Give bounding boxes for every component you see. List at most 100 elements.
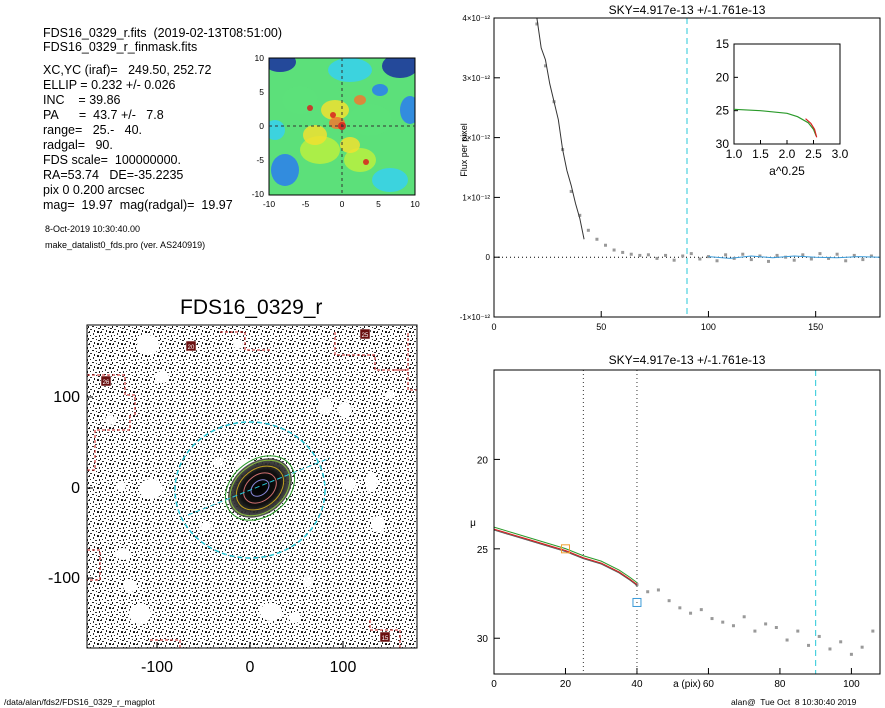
- heatmap-blob: [271, 154, 299, 186]
- thumb-xtick: 0: [340, 199, 345, 209]
- mu-xtick-label: 0: [491, 679, 497, 690]
- mu-point: [656, 588, 660, 592]
- mu-point: [731, 624, 735, 628]
- flux-point: [638, 253, 642, 257]
- mu-profile-red: [493, 528, 638, 586]
- heatmap-blob: [269, 58, 296, 72]
- flux-chart-title: SKY=4.917e-13 +/-1.761e-13: [609, 3, 766, 17]
- date-line: 8-Oct-2019 10:30:40.00: [45, 224, 141, 234]
- flux-ytick-label: 4×10⁻¹²: [462, 14, 490, 23]
- mu-point: [753, 629, 757, 633]
- flux-point: [835, 252, 839, 256]
- flux-point: [749, 258, 753, 262]
- inset-curve: [733, 108, 817, 137]
- heatmap-blob: [372, 168, 408, 192]
- mu-point: [764, 622, 768, 626]
- header-line-file: FDS16_0329_r.fits (2019-02-13T08:51:00): [43, 26, 283, 40]
- inset-xtick-label: 1.0: [726, 147, 743, 161]
- mu-point: [839, 640, 843, 644]
- mu-point: [710, 617, 714, 621]
- flux-point: [586, 228, 590, 232]
- flux-ytick-label: 0: [486, 253, 491, 262]
- header-line-mask: FDS16_0329_r_finmask.fits: [43, 40, 198, 54]
- flux-point: [646, 253, 650, 257]
- flux-point: [655, 256, 659, 260]
- inset-frame: [733, 43, 841, 145]
- info-pa: PA = 43.7 +/- 7.8: [43, 108, 164, 122]
- mu-box-marker: [632, 597, 642, 607]
- mu-point: [742, 615, 746, 619]
- flux-point: [535, 22, 539, 26]
- mu-ytick-label: 20: [477, 455, 489, 466]
- star-label: 26: [103, 380, 110, 386]
- flux-point: [595, 237, 599, 241]
- heatmap-blob: [303, 125, 327, 145]
- thumbnail-map: -10 -5 0 5 10 10 5 0 -5 -10: [252, 53, 420, 209]
- inset-xtick-label: 2.5: [805, 147, 822, 161]
- mu-point: [646, 590, 650, 594]
- mu-point: [699, 608, 703, 612]
- mask-boundaries: [87, 331, 417, 648]
- info-pix: pix 0 0.200 arcsec: [43, 183, 145, 197]
- mu-profile-chart: SKY=4.917e-13 +/-1.761e-13 μ a (pix) 0 20…: [470, 353, 881, 690]
- flux-point: [801, 253, 805, 257]
- heatmap-blob: [382, 58, 415, 78]
- mu-xtick-label: 100: [843, 679, 860, 690]
- thumb-xtick: 5: [376, 199, 381, 209]
- galaxy-image-frame: [86, 324, 418, 649]
- mu-point: [807, 643, 811, 647]
- flux-point: [578, 213, 582, 217]
- flux-profile-chart: SKY=4.917e-13 +/-1.761e-13 Flux per pixe…: [459, 3, 881, 332]
- heatmap-blob: [340, 137, 360, 153]
- galaxy-ytick: 0: [71, 480, 80, 497]
- mu-xtick-label: 20: [560, 679, 572, 690]
- flux-profile-line: [536, 17, 585, 240]
- mu-box-marker: [560, 544, 570, 554]
- flux-chart-ylabel: Flux per pixel: [459, 123, 469, 177]
- heatmap-blob: [354, 95, 366, 105]
- mu-point: [774, 626, 778, 630]
- mu-point: [828, 647, 832, 651]
- heatmap-blob: [307, 105, 313, 111]
- major-axis-line: [187, 457, 331, 516]
- star-label: 25: [362, 333, 369, 339]
- flux-point: [681, 254, 685, 258]
- heatmap-blob: [282, 86, 318, 114]
- flux-point: [741, 252, 745, 256]
- isophotes: [224, 455, 296, 521]
- galaxy-core: [228, 458, 292, 518]
- heatmap-blob: [372, 84, 388, 96]
- thumb-ytick: 10: [255, 53, 265, 63]
- heatmap-blob: [328, 58, 372, 82]
- galaxy-xtick: 100: [330, 659, 357, 676]
- flux-point: [604, 243, 608, 247]
- mu-point: [860, 645, 864, 649]
- mu-ytick-label: 30: [477, 634, 489, 645]
- galaxy-image: 20 25 26 15 -100 0 100 100 0 -100: [48, 324, 418, 676]
- thumb-ytick: -5: [256, 155, 264, 165]
- flux-point: [792, 258, 796, 262]
- flux-ytick-label: -1×10⁻¹²: [460, 313, 491, 322]
- galaxy-ytick: 100: [53, 389, 80, 406]
- heatmap-blob: [400, 96, 415, 124]
- inset-ytick-label: 15: [716, 37, 730, 51]
- thumb-ytick: 5: [259, 87, 264, 97]
- thumb-ytick: 0: [259, 121, 264, 131]
- heatmap-blob: [363, 159, 369, 165]
- inset-curve-red: [805, 118, 818, 138]
- flux-xtick-label: 0: [491, 322, 496, 332]
- flux-point: [827, 256, 831, 260]
- flux-point: [543, 64, 547, 68]
- mu-point: [817, 634, 821, 638]
- mu-xtick-label: 60: [703, 679, 715, 690]
- flux-point: [844, 259, 848, 263]
- info-fds-scale: FDS scale= 100000000.: [43, 153, 181, 167]
- star-markers: 20 25 26 15: [100, 328, 391, 643]
- flux-xtick-label: 50: [596, 322, 606, 332]
- flux-fit-line: [708, 255, 881, 259]
- flux-ytick-label: 1×10⁻¹²: [462, 193, 490, 202]
- mu-point: [849, 652, 853, 656]
- flux-point: [818, 252, 822, 256]
- thumb-xtick: -10: [263, 199, 276, 209]
- heatmap-blob: [269, 120, 285, 140]
